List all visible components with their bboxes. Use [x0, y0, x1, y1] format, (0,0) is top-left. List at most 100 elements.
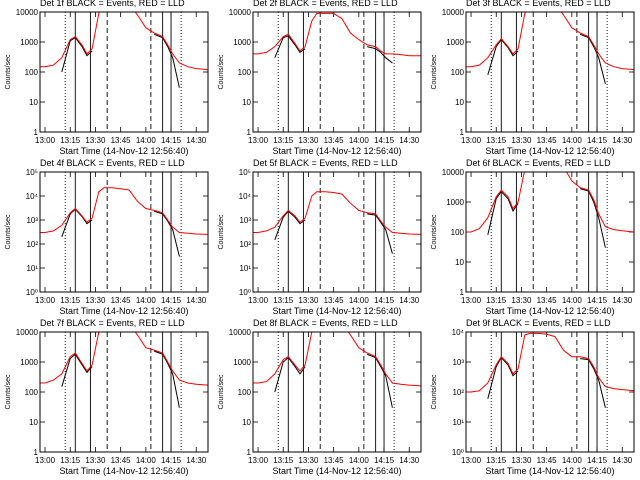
- y-tick-label: 10⁰: [452, 448, 464, 457]
- x-tick-label: 13:45: [537, 296, 558, 305]
- x-axis-label: Start Time (14-Nov-12 12:56:40): [59, 146, 188, 156]
- x-tick-label: 13:30: [85, 296, 106, 305]
- panel-title: Det 5f BLACK = Events, RED = LLD: [253, 158, 398, 168]
- y-tick-label: 10000: [229, 328, 252, 337]
- x-tick-label: 13:00: [461, 456, 482, 465]
- y-tick-label: 10: [242, 418, 251, 427]
- x-tick-label: 13:30: [298, 296, 319, 305]
- x-tick-label: 13:45: [111, 136, 132, 145]
- series-line: [466, 172, 634, 233]
- y-tick-label: 10⁰: [239, 288, 251, 297]
- plot-lines: [253, 332, 421, 408]
- x-tick-label: 14:15: [587, 296, 608, 305]
- y-tick-label: 10²: [452, 388, 464, 397]
- series-line: [466, 12, 634, 71]
- y-tick-label: 10000: [16, 8, 39, 17]
- plot-lines: [40, 332, 208, 408]
- plot-lines: [466, 172, 634, 248]
- y-tick-label: 100: [451, 68, 465, 77]
- panel: Det 1f BLACK = Events, RED = LLD Counts/s…: [5, 0, 209, 156]
- x-tick-label: 14:30: [612, 296, 633, 305]
- panel-title: Det 1f BLACK = Events, RED = LLD: [40, 0, 185, 8]
- x-axis-label: Start Time (14-Nov-12 12:56:40): [59, 306, 188, 316]
- panel: Det 2f BLACK = Events, RED = LLD Counts/s…: [218, 0, 422, 156]
- y-tick-label: 10³: [452, 358, 464, 367]
- y-axis-label: Counts/sec: [5, 214, 12, 250]
- x-tick-label: 14:30: [612, 136, 633, 145]
- y-tick-label: 1: [460, 288, 465, 297]
- plot-lines: [40, 187, 208, 257]
- panel-title: Det 4f BLACK = Events, RED = LLD: [40, 158, 185, 168]
- x-tick-label: 13:15: [486, 296, 507, 305]
- series-line: [40, 12, 208, 71]
- y-tick-label: 10³: [239, 216, 251, 225]
- x-tick-label: 13:00: [35, 456, 56, 465]
- x-tick-label: 14:15: [161, 296, 182, 305]
- y-axis-label: Counts/sec: [5, 54, 12, 90]
- x-tick-label: 14:00: [562, 456, 583, 465]
- plot-frame: [39, 11, 209, 133]
- plot-lines: [40, 12, 208, 88]
- series-line: [466, 332, 634, 393]
- series-line: [253, 191, 421, 235]
- x-tick-label: 14:30: [186, 296, 207, 305]
- x-tick-label: 14:30: [399, 136, 420, 145]
- x-tick-label: 13:00: [461, 296, 482, 305]
- x-tick-label: 13:15: [273, 456, 294, 465]
- y-tick-label: 1: [34, 448, 39, 457]
- y-tick-label: 10: [455, 98, 464, 107]
- plot-frame: [252, 331, 422, 453]
- x-tick-label: 14:15: [374, 136, 395, 145]
- y-tick-label: 100: [238, 388, 252, 397]
- x-tick-label: 13:00: [248, 296, 269, 305]
- x-axis-label: Start Time (14-Nov-12 12:56:40): [59, 466, 188, 476]
- x-tick-label: 13:30: [298, 136, 319, 145]
- panel-title: Det 9f BLACK = Events, RED = LLD: [466, 318, 611, 328]
- x-tick-label: 13:30: [85, 136, 106, 145]
- plot-lines: [253, 191, 421, 254]
- y-tick-label: 10²: [26, 240, 38, 249]
- plot-frame: [39, 331, 209, 453]
- panel-title: Det 2f BLACK = Events, RED = LLD: [253, 0, 398, 8]
- y-tick-label: 10⁴: [239, 192, 252, 201]
- x-tick-label: 14:30: [612, 456, 633, 465]
- y-tick-label: 1000: [20, 358, 38, 367]
- y-tick-label: 1000: [233, 358, 251, 367]
- x-tick-label: 13:15: [60, 296, 81, 305]
- y-axis-label: Counts/sec: [431, 54, 438, 90]
- x-tick-label: 14:15: [374, 456, 395, 465]
- y-axis-label: Counts/sec: [5, 374, 12, 410]
- x-tick-label: 13:45: [324, 136, 345, 145]
- y-tick-label: 10⁰: [26, 288, 38, 297]
- x-tick-label: 14:30: [186, 456, 207, 465]
- plot-frame: [252, 171, 422, 293]
- panel-title: Det 7f BLACK = Events, RED = LLD: [40, 318, 185, 328]
- plot-frame: [252, 11, 422, 133]
- x-tick-label: 13:30: [511, 136, 532, 145]
- series-line: [253, 332, 421, 387]
- series-line: [487, 188, 606, 248]
- x-tick-label: 13:15: [486, 456, 507, 465]
- series-line: [274, 353, 393, 408]
- x-tick-label: 14:00: [136, 136, 157, 145]
- y-axis-label: Counts/sec: [431, 214, 438, 250]
- plot-lines: [466, 12, 634, 85]
- y-tick-label: 10000: [442, 8, 465, 17]
- series-line: [487, 356, 606, 408]
- panel: Det 8f BLACK = Events, RED = LLD Counts/s…: [218, 318, 422, 476]
- x-tick-label: 13:45: [537, 136, 558, 145]
- y-tick-label: 1: [247, 128, 252, 137]
- y-tick-label: 10³: [26, 216, 38, 225]
- y-tick-label: 1000: [446, 198, 464, 207]
- x-tick-label: 14:15: [161, 136, 182, 145]
- x-tick-label: 14:00: [349, 136, 370, 145]
- y-tick-label: 10¹: [239, 264, 251, 273]
- x-tick-label: 13:15: [273, 136, 294, 145]
- y-tick-label: 10¹: [452, 418, 464, 427]
- series-line: [61, 350, 180, 408]
- y-tick-label: 1000: [446, 38, 464, 47]
- y-tick-label: 10⁵: [26, 168, 38, 177]
- x-tick-label: 13:45: [111, 456, 132, 465]
- x-tick-label: 14:30: [399, 456, 420, 465]
- y-axis-label: Counts/sec: [218, 374, 225, 410]
